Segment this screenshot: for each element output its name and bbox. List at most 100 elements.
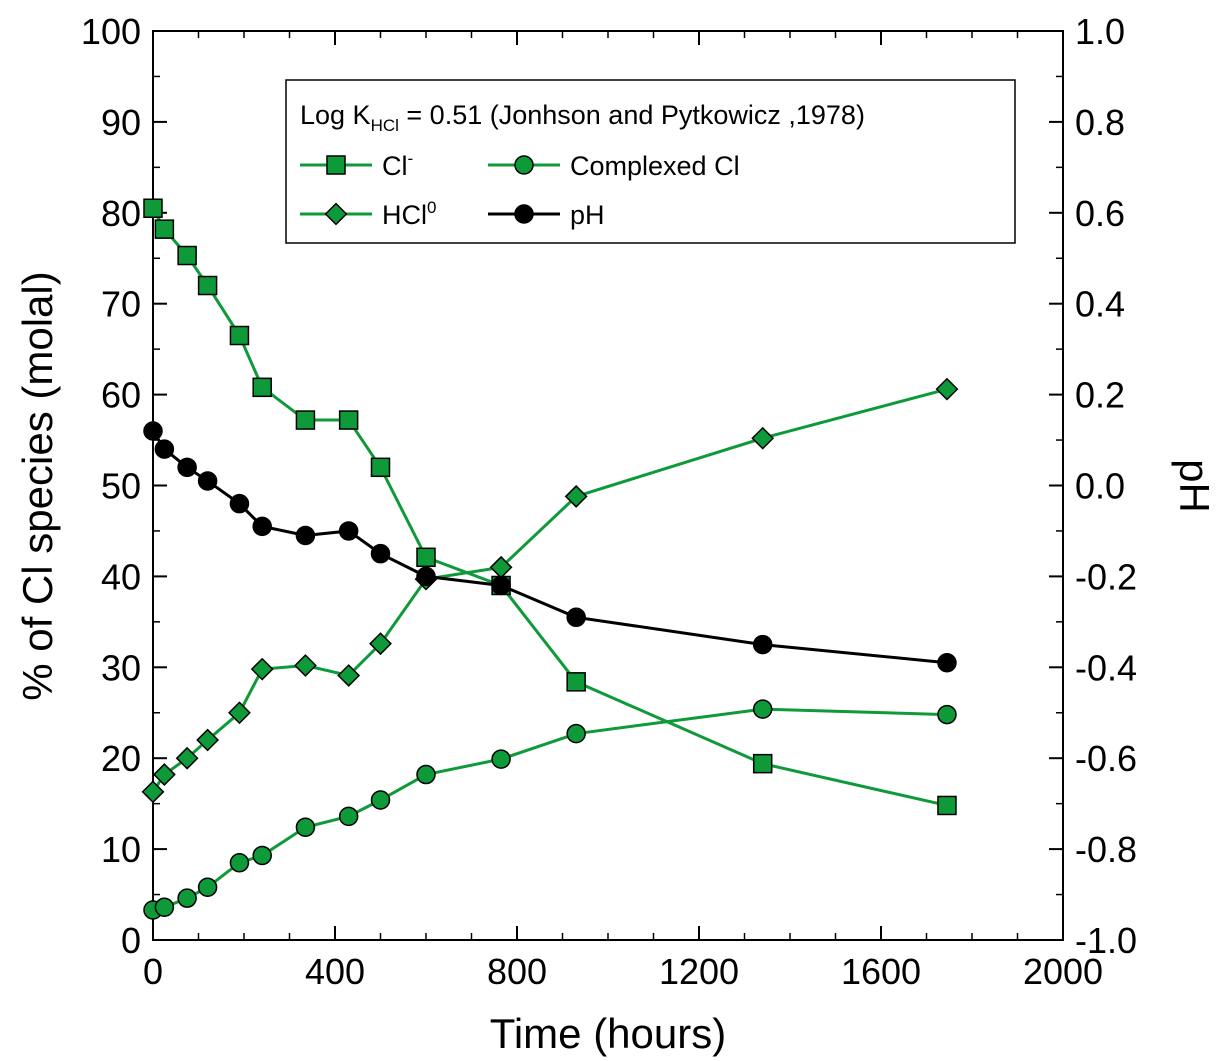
y2-tick-label: -0.8 <box>1075 829 1137 870</box>
data-point-ph <box>229 493 250 514</box>
y2-tick-label: 0.6 <box>1075 193 1125 234</box>
data-point-ph <box>295 525 316 546</box>
legend-label-complexed: Complexed Cl <box>570 151 740 181</box>
series-layer <box>141 198 959 920</box>
data-point-hcl <box>369 632 392 656</box>
data-point-ph <box>752 634 773 655</box>
y2-axis-title: pH <box>1171 459 1218 513</box>
data-point-cl <box>370 457 391 478</box>
data-point-cl <box>229 325 250 346</box>
y2-tick-label: -0.6 <box>1075 738 1137 779</box>
y-tick-label: 80 <box>101 193 141 234</box>
y-tick-label: 20 <box>101 738 141 779</box>
y-tick-label: 10 <box>101 829 141 870</box>
data-point-ph <box>252 516 272 537</box>
series-line-complexed <box>152 707 948 912</box>
data-point-complexed <box>154 897 175 918</box>
y-tick-label: 30 <box>101 647 141 688</box>
legend-label-text: HCl <box>382 200 427 230</box>
x-tick-label: 0 <box>143 951 163 992</box>
data-point-complexed <box>252 845 272 866</box>
data-point-hcl <box>751 426 775 450</box>
legend-label-ph: pH <box>570 200 605 230</box>
y-tick-label: 90 <box>101 102 141 143</box>
legend-marker-ph <box>514 204 534 224</box>
legend-label-text: Cl <box>382 151 408 181</box>
data-point-hcl <box>337 664 361 687</box>
data-point-ph <box>491 575 511 596</box>
legend-label-text: Complexed Cl <box>570 151 740 181</box>
legend-item-ph: pH <box>488 200 605 230</box>
x-tick-label: 400 <box>305 951 365 992</box>
data-point-complexed <box>752 699 773 719</box>
legend-marker-hcl <box>324 202 348 226</box>
data-point-hcl <box>250 657 274 681</box>
y2-tick-label: 0.4 <box>1075 284 1125 325</box>
legend-label-sup: 0 <box>427 198 436 217</box>
data-point-cl <box>752 753 773 774</box>
data-point-hcl <box>228 701 251 725</box>
y-tick-label: 100 <box>81 11 141 52</box>
data-point-complexed <box>229 852 250 873</box>
legend-label-sup: - <box>408 149 414 168</box>
x-tick-label: 2000 <box>1023 951 1103 992</box>
y-tick-label: 50 <box>101 466 141 507</box>
legend-marker-complexed <box>514 155 534 175</box>
y2-tick-label: 1.0 <box>1075 11 1125 52</box>
data-point-cl <box>937 795 957 816</box>
data-point-hcl <box>564 484 588 508</box>
data-point-complexed <box>338 806 359 827</box>
y-tick-label: 40 <box>101 556 141 597</box>
data-point-hcl <box>196 728 220 752</box>
legend: Log K HCl = 0.51 (Jonhson and Pytkowicz ,… <box>285 79 1016 244</box>
x-tick-label: 1600 <box>841 951 921 992</box>
y-tick-label: 60 <box>101 375 141 416</box>
y2-tick-label: 0.0 <box>1075 466 1125 507</box>
x-tick-label: 800 <box>487 951 547 992</box>
legend-item-complexed: Complexed Cl <box>488 151 740 181</box>
plot-frame <box>152 30 1064 941</box>
y2-tick-label: -0.2 <box>1075 556 1137 597</box>
series-line-ph <box>151 430 948 665</box>
series-cl <box>143 198 957 816</box>
data-point-ph <box>566 607 586 628</box>
legend-title: Log KHCl = 0.51 (Jonhson and Pytkowicz ,… <box>300 100 865 135</box>
series-hcl <box>141 377 959 804</box>
y2-tick-label: 0.8 <box>1075 102 1125 143</box>
data-point-cl <box>252 377 272 398</box>
legend-label-cl: Cl- <box>382 149 413 181</box>
data-point-ph <box>338 521 359 541</box>
data-point-cl <box>197 275 218 296</box>
y-tick-label: 70 <box>101 284 141 325</box>
y-axis-title: % of Cl species (molal) <box>14 271 61 700</box>
data-point-cl <box>143 198 163 219</box>
legend-box <box>285 79 1016 244</box>
x-tick-label: 1200 <box>659 951 739 992</box>
data-point-hcl <box>141 780 165 804</box>
y2-tick-label: 0.2 <box>1075 375 1125 416</box>
data-point-cl <box>338 410 359 430</box>
series-line-cl <box>151 207 948 807</box>
data-point-complexed <box>370 790 391 810</box>
data-point-complexed <box>177 888 197 908</box>
data-point-ph <box>937 653 957 673</box>
data-point-hcl <box>294 654 317 677</box>
legend-title-prefix: Log K <box>300 100 371 130</box>
legend-items: Cl- Complexed Cl HCl0 pH <box>300 149 740 230</box>
data-point-cl <box>154 219 175 239</box>
legend-item-cl: Cl- <box>300 149 413 181</box>
y-tick-label: 0 <box>121 920 141 961</box>
legend-title-suffix: = 0.51 (Jonhson and Pytkowicz ,1978) <box>399 100 865 130</box>
data-point-cl <box>177 245 197 266</box>
y2-tick-label: -1.0 <box>1075 920 1137 961</box>
data-point-complexed <box>295 817 316 838</box>
data-point-ph <box>197 471 218 491</box>
data-point-ph <box>177 457 197 478</box>
y2-tick-label: -0.4 <box>1075 647 1137 688</box>
data-point-hcl <box>935 377 959 401</box>
data-point-ph <box>143 421 163 441</box>
series-complexed <box>143 699 957 920</box>
data-point-ph <box>154 439 175 459</box>
data-point-ph <box>416 566 436 587</box>
